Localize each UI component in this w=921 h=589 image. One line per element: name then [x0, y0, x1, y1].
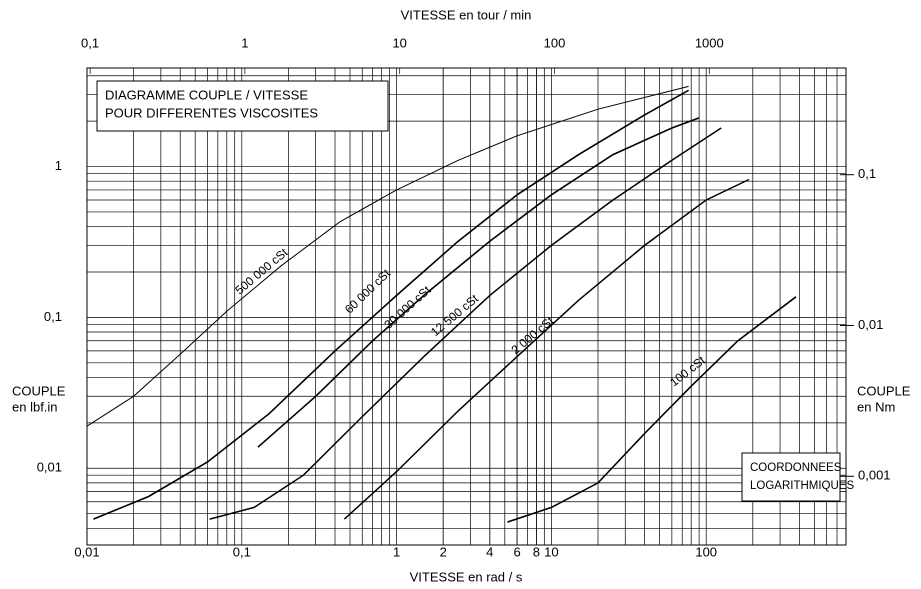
annotation-text: COORDONNEES — [750, 462, 842, 474]
x-tick-label: 4 — [486, 544, 493, 559]
x-tick-label: 2 — [440, 544, 447, 559]
x-axis-title: VITESSE en rad / s — [410, 569, 523, 584]
x-tick-label: 0,01 — [74, 544, 99, 559]
x-tick-label: 6 — [513, 544, 520, 559]
annotation-box — [741, 452, 841, 502]
viscosity-curve — [343, 178, 750, 520]
x-tick-label: 1 — [393, 544, 400, 559]
y2-tick-label: 0,01 — [858, 317, 883, 332]
x2-tick-label: 100 — [544, 35, 566, 50]
y2-axis-title: COUPLE — [857, 383, 911, 398]
x2-tick-label: 1000 — [695, 35, 724, 50]
x2-axis-title: VITESSE en tour / min — [401, 7, 532, 22]
viscosity-curve — [209, 127, 722, 520]
x-tick-label: 100 — [695, 544, 717, 559]
x-tick-label: 8 — [533, 544, 540, 559]
x-tick-label: 10 — [544, 544, 558, 559]
y-axis-title: COUPLE — [12, 383, 66, 398]
x2-tick-label: 0,1 — [81, 35, 99, 50]
y-axis-title: en lbf.in — [12, 399, 58, 414]
y-tick-label: 0,1 — [44, 309, 62, 324]
y-tick-label: 1 — [55, 158, 62, 173]
y2-tick-label: 0,001 — [858, 468, 891, 483]
annotation-text: DIAGRAMME COUPLE / VITESSE — [105, 87, 308, 102]
y2-tick-label: 0,1 — [858, 166, 876, 181]
viscosity-curve — [93, 89, 689, 520]
x2-tick-label: 10 — [392, 35, 406, 50]
y2-axis-title: en Nm — [857, 399, 895, 414]
x-tick-label: 0,1 — [233, 544, 251, 559]
viscosity-curve — [507, 296, 797, 523]
annotation-box — [96, 80, 389, 132]
viscosity-curve — [257, 117, 700, 448]
annotation-text: LOGARITHMIQUES — [750, 480, 854, 492]
x2-tick-label: 1 — [241, 35, 248, 50]
annotation-text: POUR DIFFERENTES VISCOSITES — [105, 105, 318, 120]
viscosity-curve — [86, 85, 689, 427]
y-tick-label: 0,01 — [37, 460, 62, 475]
